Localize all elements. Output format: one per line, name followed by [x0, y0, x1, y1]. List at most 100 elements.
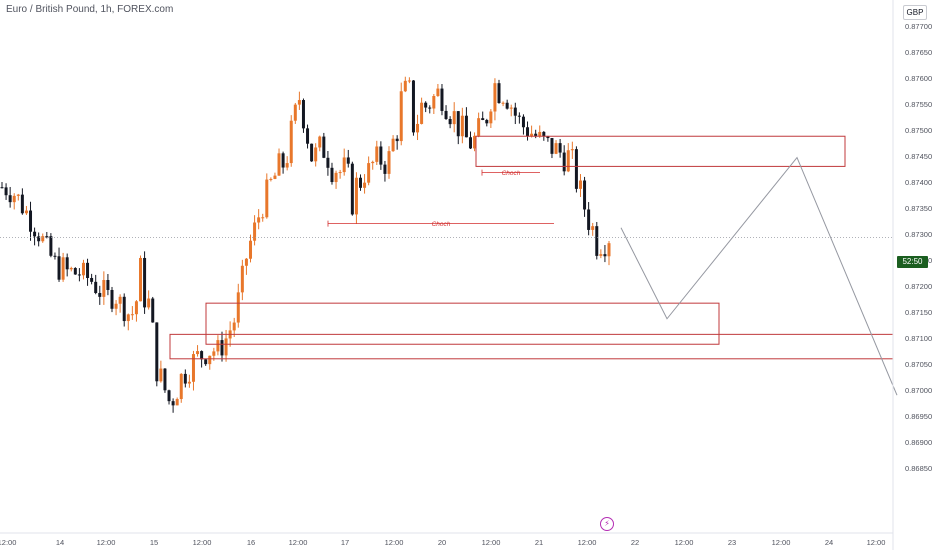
zone-demand-lower	[169, 333, 894, 360]
candle-body	[473, 135, 477, 149]
candle-body	[403, 80, 407, 92]
candle-body	[232, 322, 236, 331]
candle-body	[440, 88, 444, 111]
candle-body	[98, 292, 102, 297]
candle-body	[118, 296, 122, 304]
candle-body	[521, 116, 525, 128]
candle-body	[477, 118, 481, 136]
candle-body	[273, 175, 277, 179]
candle-body	[493, 83, 497, 112]
y-tick-label: 0.87100	[905, 334, 932, 343]
y-tick-label: 0.87550	[905, 100, 932, 109]
candle-body	[517, 115, 521, 117]
candle-body	[224, 338, 228, 356]
candle-body	[363, 182, 367, 188]
candle-body	[179, 373, 183, 400]
candle-body	[200, 351, 204, 360]
candle-body	[509, 107, 513, 109]
candle-body	[375, 146, 379, 162]
candle-body	[448, 119, 452, 125]
candle-body	[155, 322, 159, 382]
candle-body	[310, 143, 314, 162]
candle-body	[175, 399, 179, 406]
candle-body	[554, 143, 558, 154]
candle-body	[526, 127, 530, 137]
candle-body	[424, 102, 428, 108]
x-tick-label: 17	[341, 538, 349, 547]
candle-body	[134, 301, 138, 315]
currency-button[interactable]: GBP	[903, 5, 927, 20]
candle-body	[407, 80, 411, 82]
candle-body	[110, 289, 114, 309]
chart-title: Euro / British Pound, 1h, FOREX.com	[6, 4, 174, 15]
candle-body	[45, 236, 49, 238]
candle-body	[12, 195, 16, 203]
y-tick-label: 0.87650	[905, 48, 932, 57]
candle-body	[183, 373, 187, 384]
y-tick-label: 0.86900	[905, 438, 932, 447]
candle-body	[354, 177, 358, 215]
candle-body	[583, 180, 587, 210]
candle-body	[379, 146, 383, 165]
candle-body	[191, 354, 195, 382]
candle-body	[456, 111, 460, 137]
candle-body	[501, 102, 505, 104]
candle-body	[326, 157, 330, 168]
candle-body	[350, 163, 354, 215]
candle-body	[578, 180, 582, 189]
candle-body	[114, 303, 118, 309]
candle-body	[395, 138, 399, 142]
candle-body	[171, 401, 175, 406]
candle-body	[220, 340, 224, 356]
x-tick-label: 12:00	[0, 538, 16, 547]
zone-supply	[475, 135, 846, 167]
x-tick-label: 14	[56, 538, 64, 547]
y-tick-label: 0.87450	[905, 152, 932, 161]
candle-body	[163, 368, 167, 391]
candle-body	[330, 167, 334, 183]
candle-body	[444, 110, 448, 120]
candle-body	[322, 136, 326, 158]
lightning-icon[interactable]: ⚡	[600, 517, 614, 531]
x-tick-label: 12:00	[97, 538, 116, 547]
y-tick-label: 0.87600	[905, 74, 932, 83]
candle-body	[69, 268, 73, 270]
candle-body	[411, 80, 415, 133]
candle-body	[16, 194, 20, 196]
candle-body	[530, 133, 534, 137]
candle-body	[253, 222, 257, 241]
y-tick-label: 0.86850	[905, 464, 932, 473]
y-tick-label: 0.87200	[905, 282, 932, 291]
x-tick-label: 15	[150, 538, 158, 547]
candle-body	[432, 96, 436, 109]
candle-body	[387, 151, 391, 174]
candle-body	[314, 147, 318, 162]
candle-body	[122, 296, 126, 322]
candle-body	[57, 256, 61, 280]
candle-body	[436, 88, 440, 97]
choch-label: Choch	[432, 221, 451, 228]
y-tick-label: 0.87350	[905, 204, 932, 213]
candle-body	[546, 136, 550, 139]
y-tick-label: 0.87400	[905, 178, 932, 187]
y-tick-label: 0.86950	[905, 412, 932, 421]
choch-label: Choch	[502, 170, 521, 177]
candle-body	[86, 262, 90, 278]
candle-body	[130, 314, 134, 316]
x-tick-label: 21	[535, 538, 543, 547]
candle-body	[603, 254, 607, 257]
candle-body	[24, 210, 28, 214]
candle-body	[61, 257, 65, 280]
y-tick-label: 0.87700	[905, 22, 932, 31]
candle-body	[41, 236, 45, 242]
candle-body	[187, 381, 191, 384]
candle-body	[281, 153, 285, 168]
candle-body	[334, 172, 338, 183]
candle-body	[460, 115, 464, 137]
candle-body	[277, 153, 281, 176]
candle-body	[306, 128, 310, 144]
candle-body	[367, 163, 371, 183]
candle-body	[497, 83, 501, 104]
